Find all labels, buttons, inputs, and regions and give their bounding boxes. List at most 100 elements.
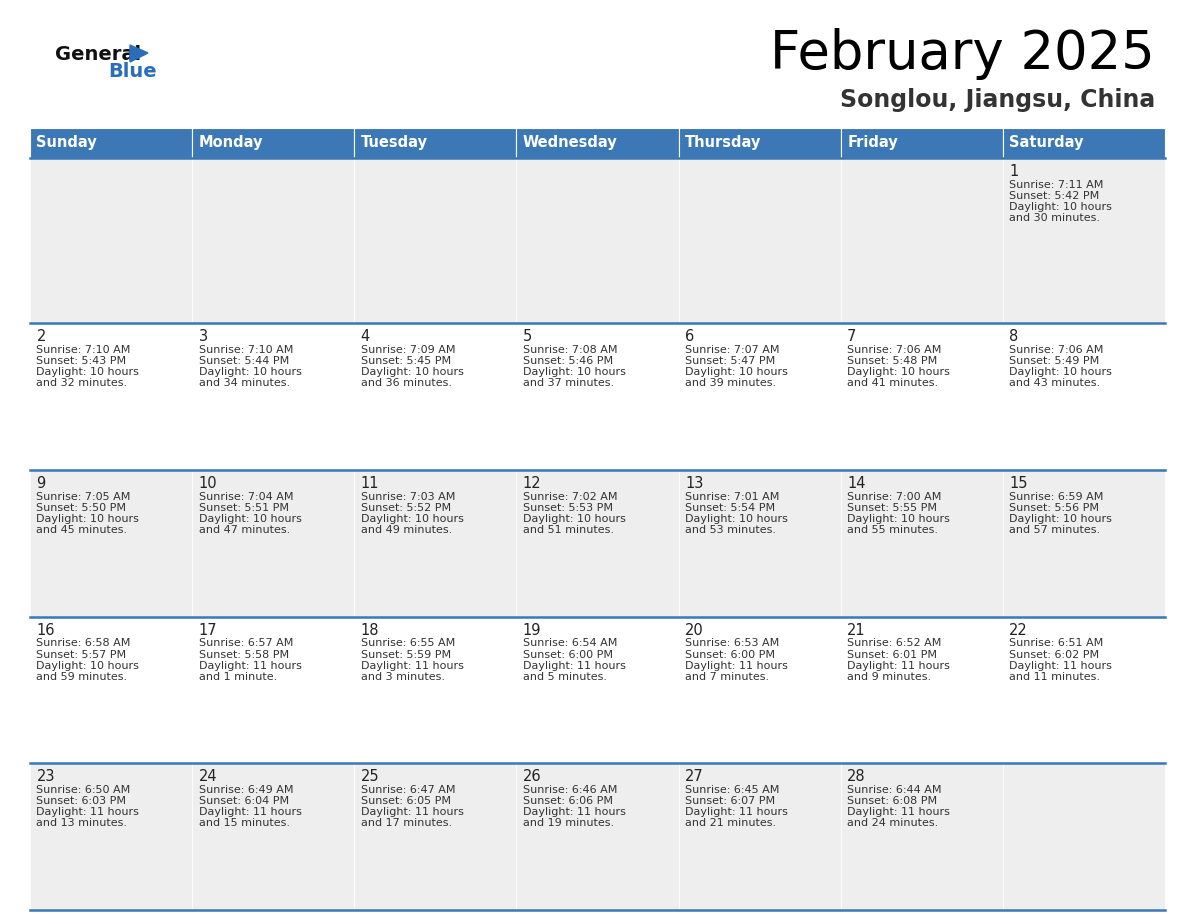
Bar [30, 764, 192, 910]
Text: 1: 1 [1010, 164, 1018, 179]
Text: 27: 27 [685, 769, 703, 784]
Text: Sunset: 5:49 PM: Sunset: 5:49 PM [1010, 356, 1100, 366]
Bar [192, 158, 354, 323]
Text: Daylight: 10 hours: Daylight: 10 hours [685, 514, 788, 524]
Text: Sunrise: 6:53 AM: Sunrise: 6:53 AM [685, 639, 779, 648]
Text: Daylight: 10 hours: Daylight: 10 hours [523, 514, 626, 524]
Text: Sunrise: 6:44 AM: Sunrise: 6:44 AM [847, 785, 942, 795]
Text: Sunrise: 6:47 AM: Sunrise: 6:47 AM [361, 785, 455, 795]
Bar [678, 128, 841, 158]
Text: Sunrise: 7:05 AM: Sunrise: 7:05 AM [37, 492, 131, 502]
Text: Daylight: 10 hours: Daylight: 10 hours [685, 367, 788, 377]
Bar [841, 470, 1003, 617]
Text: 15: 15 [1010, 476, 1028, 491]
Text: 17: 17 [198, 622, 217, 638]
Text: Sunrise: 6:57 AM: Sunrise: 6:57 AM [198, 639, 293, 648]
Text: Sunrise: 7:02 AM: Sunrise: 7:02 AM [523, 492, 618, 502]
Text: and 11 minutes.: and 11 minutes. [1010, 672, 1100, 681]
Text: Sunset: 5:46 PM: Sunset: 5:46 PM [523, 356, 613, 366]
Text: Daylight: 11 hours: Daylight: 11 hours [685, 807, 788, 817]
Text: Sunrise: 6:46 AM: Sunrise: 6:46 AM [523, 785, 618, 795]
Text: Sunrise: 6:59 AM: Sunrise: 6:59 AM [1010, 492, 1104, 502]
Text: and 19 minutes.: and 19 minutes. [523, 818, 614, 828]
Text: Daylight: 11 hours: Daylight: 11 hours [37, 807, 139, 817]
Text: Sunrise: 6:49 AM: Sunrise: 6:49 AM [198, 785, 293, 795]
Text: and 49 minutes.: and 49 minutes. [361, 525, 451, 535]
Text: and 47 minutes.: and 47 minutes. [198, 525, 290, 535]
Text: Sunset: 5:55 PM: Sunset: 5:55 PM [847, 503, 937, 513]
Bar [517, 470, 678, 617]
Text: and 24 minutes.: and 24 minutes. [847, 818, 939, 828]
Text: and 55 minutes.: and 55 minutes. [847, 525, 939, 535]
Text: and 39 minutes.: and 39 minutes. [685, 378, 776, 388]
Text: 23: 23 [37, 769, 55, 784]
Text: and 5 minutes.: and 5 minutes. [523, 672, 607, 681]
Text: 4: 4 [361, 330, 369, 344]
Bar [1003, 158, 1165, 323]
Bar [1003, 128, 1165, 158]
Text: and 59 minutes.: and 59 minutes. [37, 672, 127, 681]
Text: 19: 19 [523, 622, 542, 638]
Text: Daylight: 10 hours: Daylight: 10 hours [37, 367, 139, 377]
Text: Daylight: 10 hours: Daylight: 10 hours [1010, 367, 1112, 377]
Text: 7: 7 [847, 330, 857, 344]
Bar [517, 158, 678, 323]
Text: Sunrise: 7:06 AM: Sunrise: 7:06 AM [847, 345, 942, 355]
Text: Sunset: 5:43 PM: Sunset: 5:43 PM [37, 356, 127, 366]
Text: Sunset: 6:00 PM: Sunset: 6:00 PM [523, 650, 613, 659]
Text: Daylight: 11 hours: Daylight: 11 hours [198, 807, 302, 817]
Text: Sunset: 5:53 PM: Sunset: 5:53 PM [523, 503, 613, 513]
Text: and 30 minutes.: and 30 minutes. [1010, 213, 1100, 223]
Bar [1003, 617, 1165, 764]
Text: 13: 13 [685, 476, 703, 491]
Bar [192, 470, 354, 617]
Bar [1003, 764, 1165, 910]
Text: and 3 minutes.: and 3 minutes. [361, 672, 444, 681]
Text: Tuesday: Tuesday [361, 136, 428, 151]
Text: and 45 minutes.: and 45 minutes. [37, 525, 127, 535]
Text: Sunrise: 7:06 AM: Sunrise: 7:06 AM [1010, 345, 1104, 355]
Bar [678, 158, 841, 323]
Text: 16: 16 [37, 622, 55, 638]
Text: Sunrise: 7:03 AM: Sunrise: 7:03 AM [361, 492, 455, 502]
Text: and 43 minutes.: and 43 minutes. [1010, 378, 1100, 388]
Text: and 15 minutes.: and 15 minutes. [198, 818, 290, 828]
Bar [354, 617, 517, 764]
Text: Sunset: 6:01 PM: Sunset: 6:01 PM [847, 650, 937, 659]
Bar [678, 323, 841, 470]
Text: Daylight: 11 hours: Daylight: 11 hours [685, 661, 788, 670]
Text: 25: 25 [361, 769, 379, 784]
Polygon shape [129, 45, 148, 62]
Bar [192, 764, 354, 910]
Text: Sunset: 6:03 PM: Sunset: 6:03 PM [37, 796, 126, 806]
Text: Sunset: 5:56 PM: Sunset: 5:56 PM [1010, 503, 1099, 513]
Text: Sunset: 5:47 PM: Sunset: 5:47 PM [685, 356, 776, 366]
Bar [841, 764, 1003, 910]
Bar [1003, 323, 1165, 470]
Text: 22: 22 [1010, 622, 1028, 638]
Text: Sunday: Sunday [37, 136, 97, 151]
Text: 28: 28 [847, 769, 866, 784]
Text: 6: 6 [685, 330, 694, 344]
Bar [354, 158, 517, 323]
Text: Sunrise: 7:11 AM: Sunrise: 7:11 AM [1010, 180, 1104, 190]
Text: Sunrise: 7:10 AM: Sunrise: 7:10 AM [198, 345, 293, 355]
Text: Sunrise: 6:45 AM: Sunrise: 6:45 AM [685, 785, 779, 795]
Text: Sunset: 6:04 PM: Sunset: 6:04 PM [198, 796, 289, 806]
Bar [841, 617, 1003, 764]
Text: and 13 minutes.: and 13 minutes. [37, 818, 127, 828]
Text: Wednesday: Wednesday [523, 136, 618, 151]
Bar [841, 158, 1003, 323]
Text: Daylight: 11 hours: Daylight: 11 hours [847, 807, 950, 817]
Text: Friday: Friday [847, 136, 898, 151]
Text: 9: 9 [37, 476, 45, 491]
Text: and 21 minutes.: and 21 minutes. [685, 818, 776, 828]
Text: Sunrise: 7:07 AM: Sunrise: 7:07 AM [685, 345, 779, 355]
Text: Daylight: 10 hours: Daylight: 10 hours [1010, 202, 1112, 212]
Text: Blue: Blue [108, 62, 157, 81]
Text: and 57 minutes.: and 57 minutes. [1010, 525, 1100, 535]
Bar [678, 470, 841, 617]
Text: Sunset: 5:54 PM: Sunset: 5:54 PM [685, 503, 776, 513]
Text: and 17 minutes.: and 17 minutes. [361, 818, 451, 828]
Text: 5: 5 [523, 330, 532, 344]
